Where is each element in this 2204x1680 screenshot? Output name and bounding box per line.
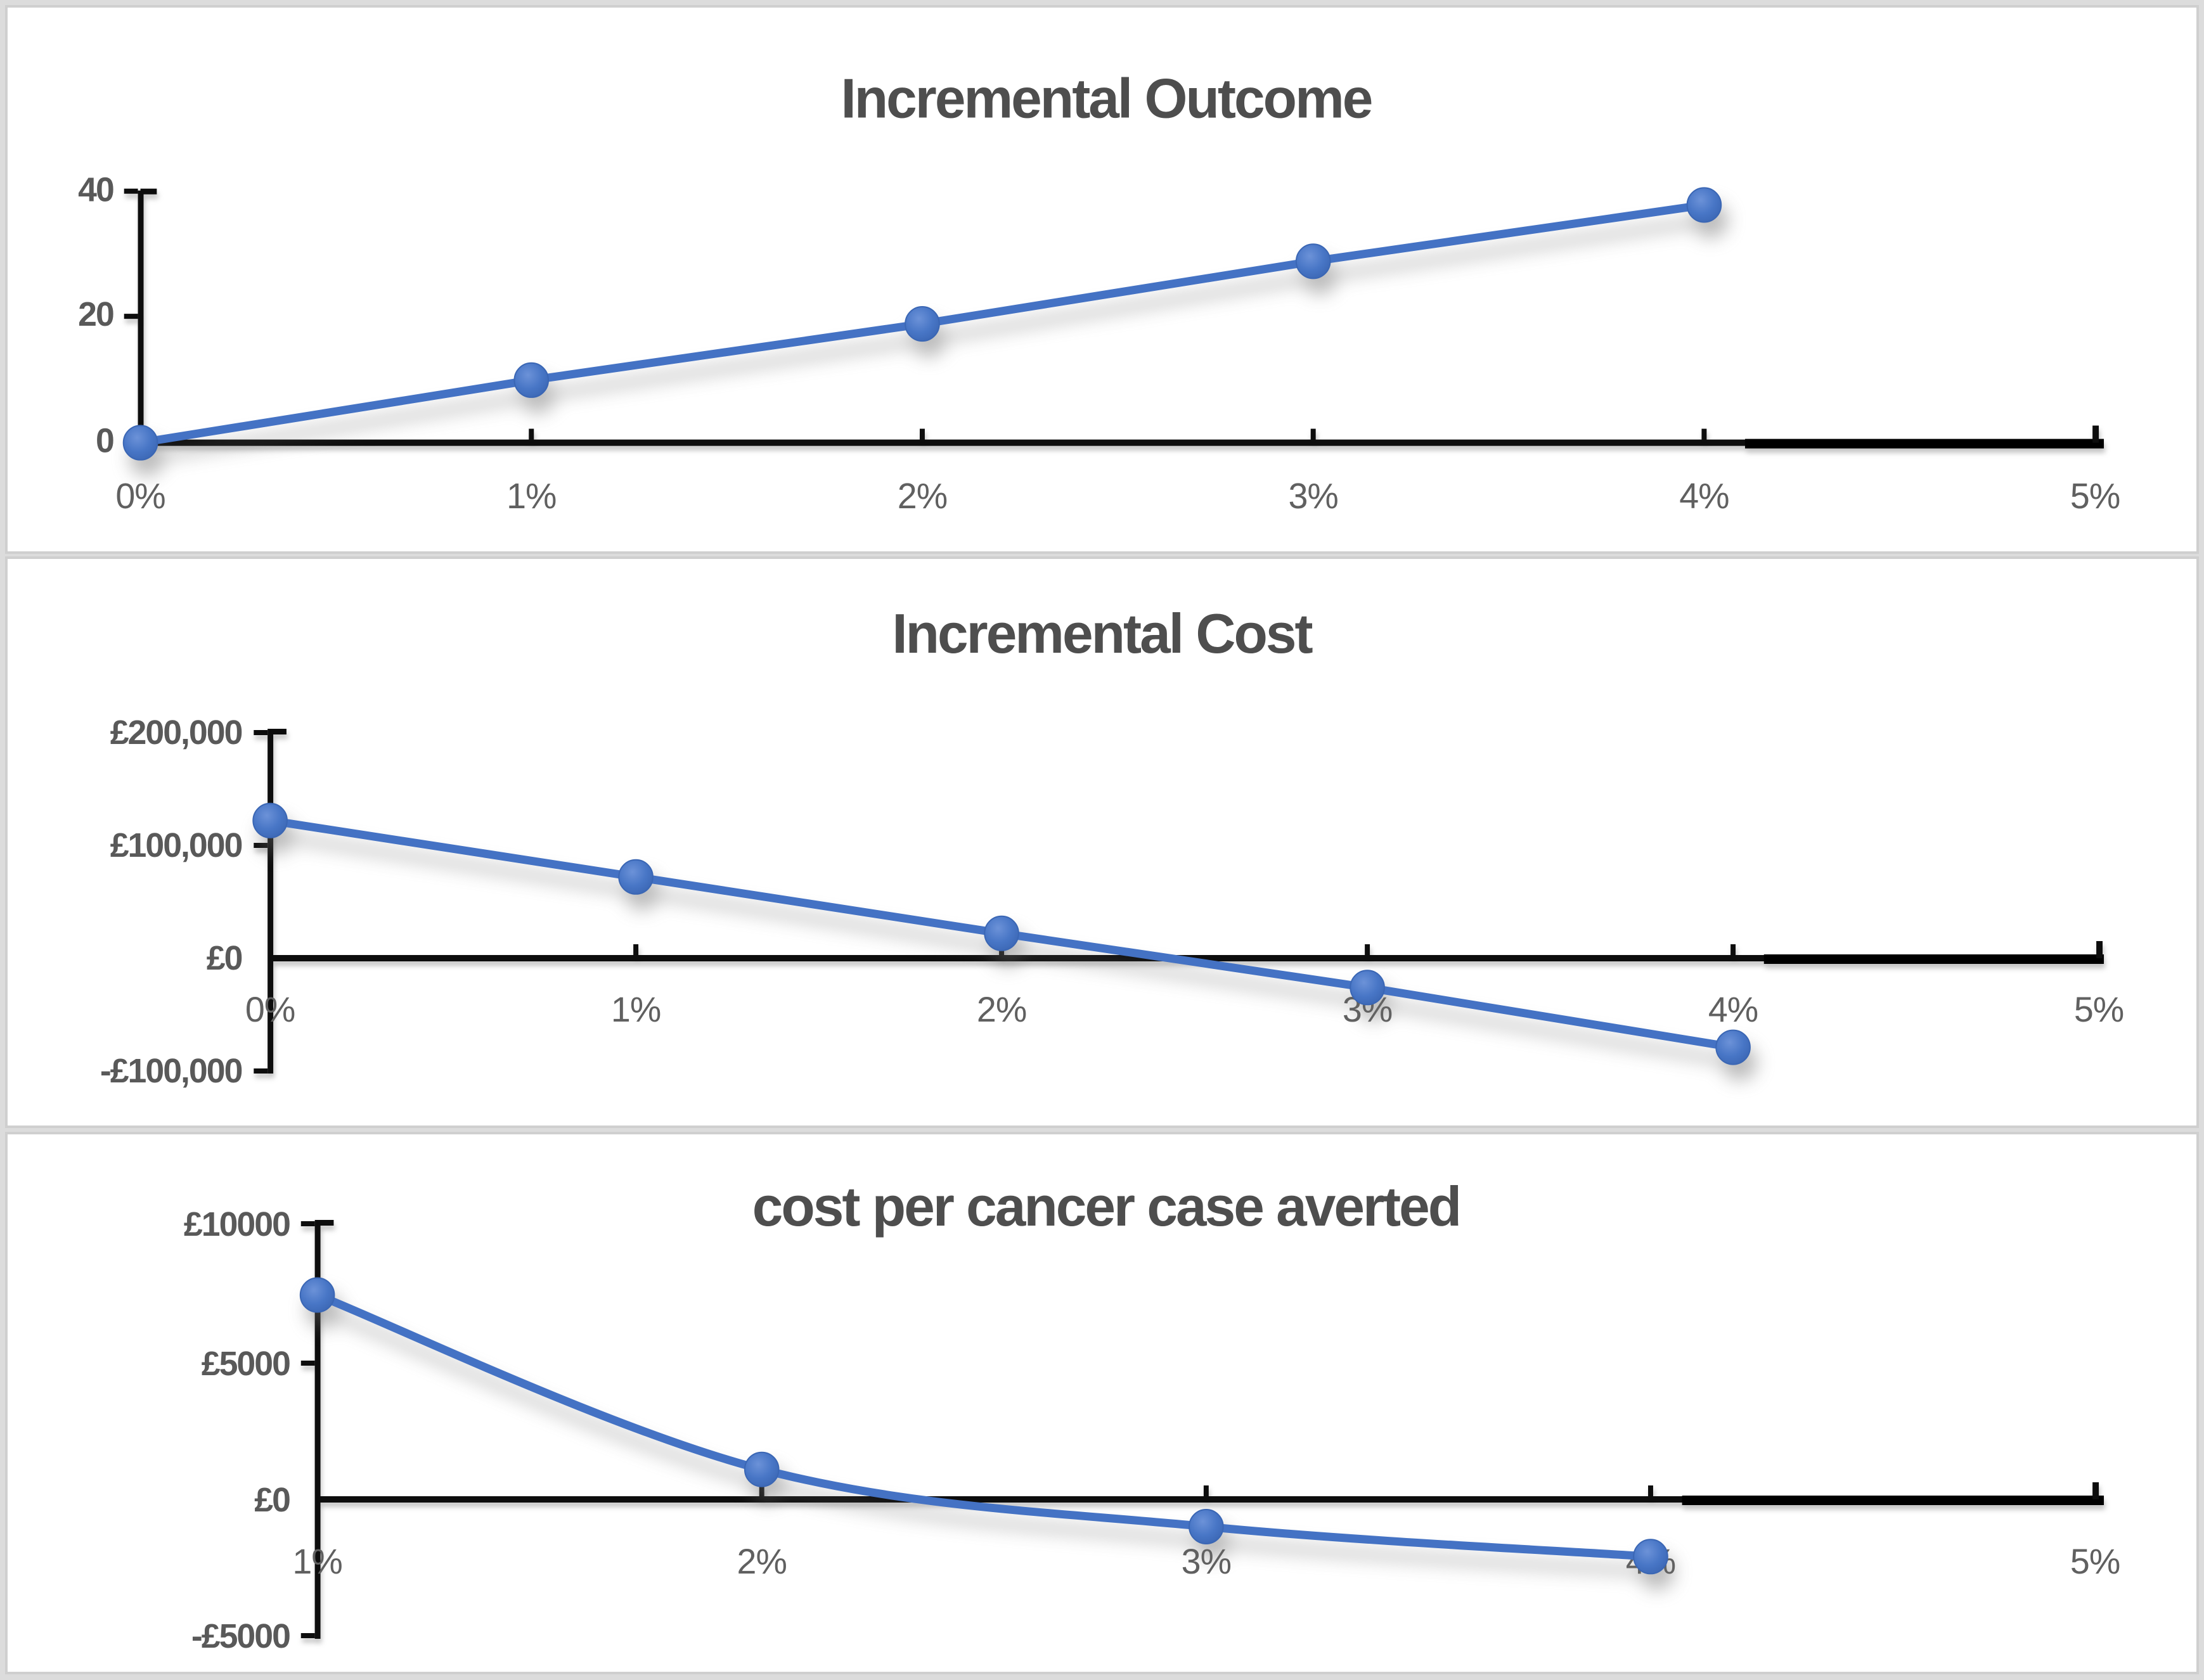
x-tick-label: 4% — [1679, 476, 1729, 516]
y-tick-40 — [124, 188, 138, 194]
data-point-marker — [1633, 1539, 1668, 1575]
y-tick-label: £5000 — [202, 1345, 290, 1383]
x-tick-3pct — [1203, 1485, 1209, 1499]
y-axis-line — [267, 729, 274, 1074]
x-tick-label: 0% — [245, 989, 295, 1029]
x-axis-thick-segment — [1763, 954, 2104, 964]
axes — [124, 188, 2104, 449]
y-tick-label: £200,000 — [110, 714, 242, 752]
y-axis-top-cap — [270, 729, 287, 734]
data-point-marker — [1686, 187, 1722, 223]
x-tick-5pct — [2096, 941, 2103, 958]
y-tick-10000 — [300, 1221, 315, 1226]
x-axis-thick-segment — [1682, 1496, 2104, 1505]
y-tick-label: -£100,000 — [100, 1052, 242, 1090]
data-series-outcome — [122, 187, 1722, 461]
y-tick-100000 — [254, 843, 268, 848]
x-axis-labels: 1% 2% 3% 4% 5% — [292, 1541, 2120, 1581]
chart-title: cost per cancer case averted — [752, 1176, 1460, 1238]
data-point-marker — [984, 915, 1019, 951]
chart-cost-per-case-averted: cost per cancer case averted £10000 £500… — [184, 1176, 2120, 1655]
data-point-marker — [1715, 1029, 1751, 1065]
chart-incremental-outcome: Incremental Outcome 40 20 0 — [78, 67, 2120, 516]
y-tick-20 — [124, 314, 138, 319]
panel-cost-per-case-averted: cost per cancer case averted £10000 £500… — [5, 1132, 2199, 1674]
data-point-marker — [905, 305, 940, 342]
axes — [300, 1220, 2104, 1639]
data-point-marker — [252, 802, 288, 838]
x-tick-1pct — [633, 944, 639, 958]
data-point-marker — [1350, 970, 1385, 1006]
y-tick-label: 20 — [78, 295, 113, 333]
x-tick-2pct — [999, 944, 1005, 958]
data-point-marker — [1189, 1509, 1224, 1544]
x-tick-2pct — [919, 428, 925, 443]
x-tick-label: 5% — [2070, 1541, 2120, 1581]
x-tick-4pct — [1701, 428, 1707, 443]
y-tick-label: £100,000 — [110, 826, 242, 864]
data-line — [313, 1291, 1655, 1561]
x-tick-label: 4% — [1708, 989, 1758, 1029]
x-tick-label: 1% — [506, 476, 556, 516]
x-tick-label: 2% — [737, 1541, 787, 1581]
x-tick-label: 5% — [2070, 476, 2120, 516]
x-axis-labels: 0% 1% 2% 3% 4% 5% — [115, 476, 2120, 516]
x-tick-1pct — [529, 428, 534, 443]
data-series-cost — [252, 802, 1751, 1065]
data-point-marker — [618, 859, 654, 895]
y-axis-labels: 40 20 0 — [78, 170, 115, 459]
x-tick-5pct — [2092, 1482, 2099, 1499]
panel-incremental-outcome: Incremental Outcome 40 20 0 — [5, 5, 2199, 554]
x-tick-label: 1% — [292, 1541, 342, 1581]
data-point-marker — [1295, 243, 1331, 279]
data-point-marker — [122, 425, 158, 461]
y-axis-top-cap — [317, 1220, 334, 1226]
chart-incremental-cost: Incremental Cost £200,000 £100,000 — [100, 603, 2124, 1090]
x-tick-label: 3% — [1288, 476, 1337, 516]
y-tick-5000 — [300, 1361, 315, 1366]
data-point-marker — [744, 1451, 780, 1487]
chart-title: Incremental Outcome — [841, 67, 1371, 129]
y-axis-labels: £200,000 £100,000 £0 -£100,000 — [100, 714, 243, 1090]
x-tick-label: 1% — [611, 989, 661, 1029]
y-tick-label: -£5000 — [191, 1617, 290, 1655]
y-axis-labels: £10000 £5000 £0 -£5000 — [184, 1205, 291, 1655]
x-axis-line — [317, 1496, 2104, 1503]
y-tick-neg5000 — [300, 1633, 315, 1638]
y-axis-line — [138, 190, 144, 443]
x-tick-5pct — [2092, 425, 2099, 443]
y-tick-label: 40 — [78, 170, 113, 208]
y-tick-label: £0 — [254, 1481, 290, 1519]
x-tick-label: 2% — [898, 476, 947, 516]
x-axis-line — [140, 439, 2104, 446]
y-axis-top-cap — [140, 188, 157, 195]
x-axis-thick-segment — [1744, 439, 2104, 449]
y-axis-line — [314, 1220, 321, 1639]
data-series-icer — [299, 1277, 1668, 1575]
panel-incremental-cost: Incremental Cost £200,000 £100,000 — [5, 556, 2199, 1128]
y-tick-neg100000 — [254, 1068, 268, 1074]
y-tick-label: £10000 — [184, 1205, 290, 1243]
data-point-marker — [299, 1277, 335, 1313]
chart-title: Incremental Cost — [892, 603, 1313, 665]
y-tick-label: 0 — [96, 421, 113, 459]
x-axis-labels: 0% 1% 2% 3% 4% 5% — [245, 989, 2124, 1029]
x-tick-label: 3% — [1182, 1541, 1231, 1581]
x-tick-label: 2% — [977, 989, 1026, 1029]
x-tick-3pct — [1310, 428, 1316, 443]
x-tick-label: 0% — [115, 476, 165, 516]
x-tick-2pct — [759, 1485, 764, 1499]
y-tick-label: £0 — [207, 939, 242, 977]
axes — [254, 729, 2104, 1074]
y-tick-200000 — [254, 730, 268, 735]
x-tick-label: 5% — [2074, 989, 2123, 1029]
x-tick-4pct — [1730, 944, 1736, 958]
data-point-marker — [513, 362, 550, 398]
x-tick-4pct — [1648, 1485, 1653, 1499]
x-tick-3pct — [1365, 944, 1370, 958]
